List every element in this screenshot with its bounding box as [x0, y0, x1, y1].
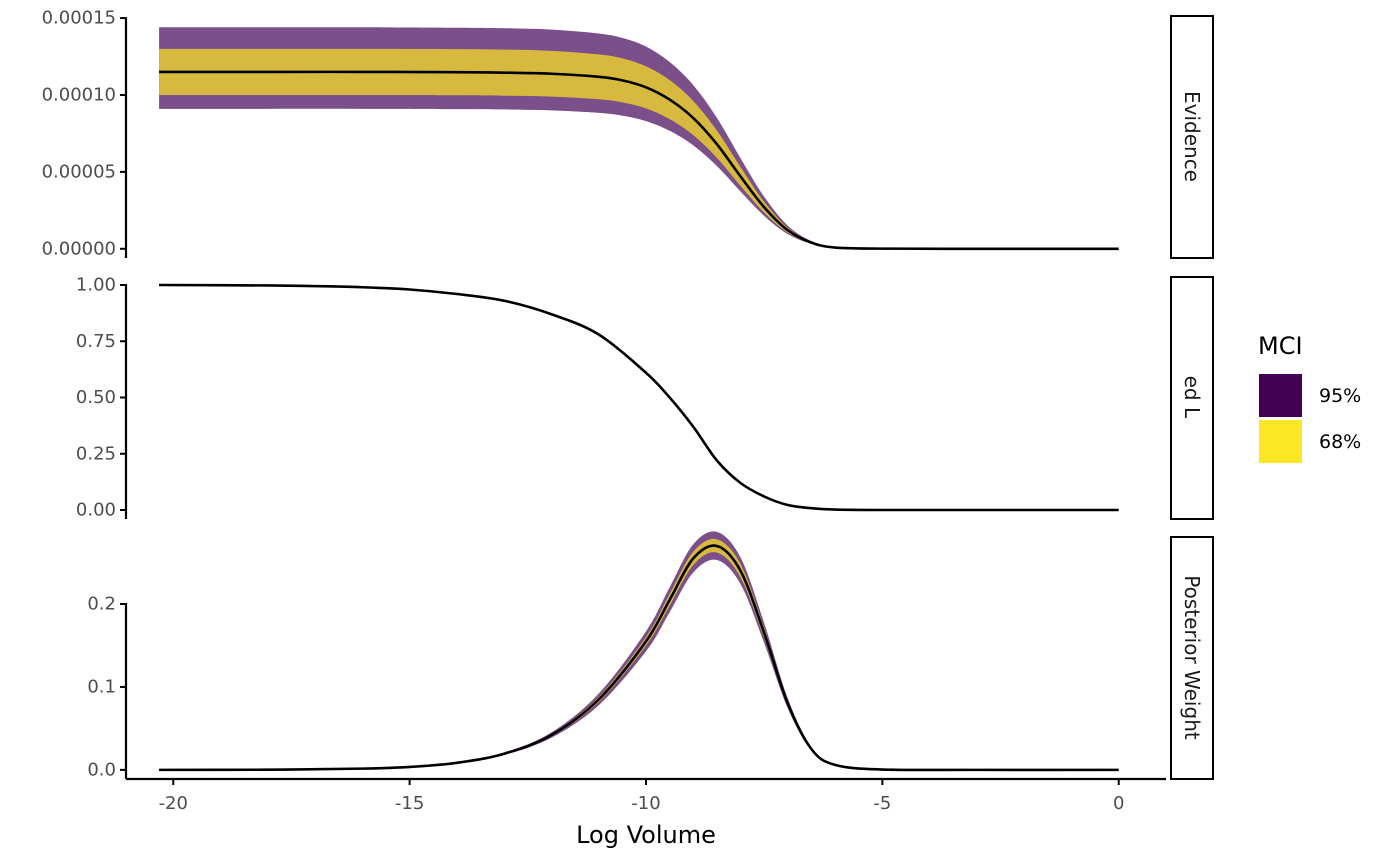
legend-label-95: 95% [1319, 385, 1361, 407]
normalized-likelihood-strip: Normalized Likelihood [1170, 276, 1214, 520]
legend: MCI 95% 68% [1258, 332, 1361, 463]
evidence-y-tick-label: 0.00015 [42, 8, 116, 29]
evidence-strip-label: Evidence [1180, 91, 1204, 182]
evidence-bands [159, 27, 1119, 249]
normalized-likelihood-strip-box [1170, 276, 1214, 520]
normalized-likelihood-lines [159, 283, 1119, 512]
facet-normalized-likelihood: 0.00 0.25 0.50 0.75 1.00 Normalized Likeliho… [76, 275, 1214, 521]
posterior-weight-estimate-line [159, 544, 1119, 772]
normalized-likelihood-y-axis: 0.00 0.25 0.50 0.75 1.00 [76, 275, 128, 521]
posterior-weight-ci68-band [159, 538, 1119, 771]
normalized-likelihood-y-tick-label: 0.25 [76, 443, 116, 464]
evidence-ci68-band [159, 48, 1119, 249]
legend-key-95 [1259, 374, 1302, 417]
posterior-weight-y-tick-label: 0.0 [87, 759, 116, 780]
posterior-weight-lines [159, 544, 1119, 772]
posterior-weight-y-axis: 0.0 0.1 0.2 [87, 594, 128, 780]
evidence-y-tick-label: 0.00005 [42, 161, 116, 182]
posterior-weight-y-tick-label: 0.2 [87, 594, 116, 615]
evidence-estimate-line [159, 70, 1119, 251]
x-tick-label: 0 [1113, 793, 1124, 814]
x-tick-label: -15 [395, 793, 424, 814]
x-tick-label: -5 [873, 793, 891, 814]
normalized-likelihood-y-tick-label: 1.00 [76, 275, 116, 296]
legend-label-68: 68% [1319, 431, 1361, 453]
facet-evidence: 0.00000 0.00005 0.00010 0.00015 Evidence [42, 8, 1214, 259]
posterior-weight-y-tick-label: 0.1 [87, 676, 116, 697]
normalized-likelihood-y-tick-label: 0.75 [76, 331, 116, 352]
evidence-strip: Evidence [1170, 15, 1214, 259]
evidence-strip-box [1170, 15, 1214, 259]
x-axis: -20 -15 -10 -5 0 [126, 777, 1166, 814]
legend-key-68 [1259, 420, 1302, 463]
normalized-likelihood-estimate-line [159, 283, 1119, 512]
normalized-likelihood-y-tick-label: 0.00 [76, 500, 116, 521]
x-tick-label: -10 [631, 793, 660, 814]
x-tick-label: -20 [159, 793, 188, 814]
normalized-likelihood-y-tick-label: 0.50 [76, 387, 116, 408]
evidence-lines [159, 70, 1119, 251]
legend-title: MCI [1258, 332, 1303, 360]
x-axis-title: Log Volume [576, 821, 716, 849]
normalized-likelihood-strip-label: Normalized Likelihood [1180, 287, 1204, 508]
evidence-y-tick-label: 0.00010 [42, 84, 116, 105]
posterior-weight-strip-box [1170, 536, 1214, 780]
posterior-weight-strip-label: Posterior Weight [1180, 575, 1204, 740]
evidence-y-axis: 0.00000 0.00005 0.00010 0.00015 [42, 8, 128, 259]
evidence-y-tick-label: 0.00000 [42, 238, 116, 259]
facet-posterior-weight: 0.0 0.1 0.2 Posterior Weight [87, 531, 1214, 780]
posterior-weight-strip: Posterior Weight [1170, 536, 1214, 780]
